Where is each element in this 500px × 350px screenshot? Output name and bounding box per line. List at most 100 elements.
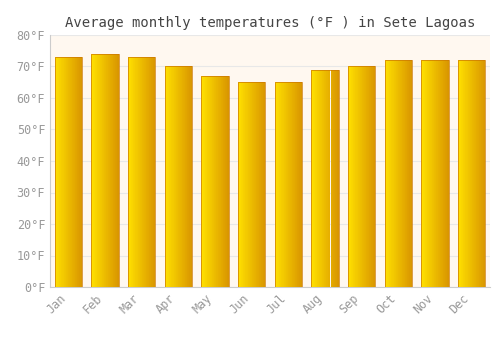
Bar <box>109 54 110 287</box>
Bar <box>480 60 482 287</box>
Bar <box>264 82 266 287</box>
Bar <box>429 60 430 287</box>
Bar <box>394 60 395 287</box>
Bar <box>211 76 212 287</box>
Bar <box>433 60 434 287</box>
Bar <box>284 82 285 287</box>
Bar <box>319 70 320 287</box>
Bar <box>446 60 448 287</box>
Bar <box>440 60 441 287</box>
Bar <box>54 57 82 287</box>
Bar <box>240 82 242 287</box>
Bar <box>280 82 281 287</box>
Bar <box>458 60 485 287</box>
Bar <box>314 70 316 287</box>
Bar <box>202 76 203 287</box>
Bar <box>154 57 156 287</box>
Bar <box>426 60 428 287</box>
Bar <box>67 57 68 287</box>
Bar <box>254 82 255 287</box>
Bar <box>484 60 486 287</box>
Bar <box>374 66 376 287</box>
Bar <box>136 57 137 287</box>
Bar <box>148 57 149 287</box>
Bar <box>91 54 119 287</box>
Bar <box>164 66 166 287</box>
Bar <box>249 82 250 287</box>
Bar <box>472 60 473 287</box>
Bar <box>137 57 138 287</box>
Bar <box>73 57 74 287</box>
Bar <box>245 82 246 287</box>
Bar <box>78 57 80 287</box>
Bar <box>224 76 226 287</box>
Bar <box>292 82 293 287</box>
Bar <box>175 66 176 287</box>
Bar <box>190 66 192 287</box>
Bar <box>321 70 322 287</box>
Bar <box>296 82 298 287</box>
Bar <box>255 82 256 287</box>
Bar <box>220 76 221 287</box>
Bar <box>132 57 134 287</box>
Bar <box>215 76 216 287</box>
Bar <box>114 54 116 287</box>
Bar <box>259 82 260 287</box>
Bar <box>355 66 356 287</box>
Bar <box>391 60 392 287</box>
Bar <box>482 60 484 287</box>
Bar <box>398 60 399 287</box>
Bar <box>442 60 444 287</box>
Bar <box>370 66 372 287</box>
Bar <box>141 57 142 287</box>
Bar <box>274 82 302 287</box>
Bar <box>354 66 355 287</box>
Bar <box>168 66 170 287</box>
Bar <box>468 60 469 287</box>
Bar <box>348 66 376 287</box>
Bar <box>139 57 140 287</box>
Bar <box>144 57 145 287</box>
Bar <box>68 57 69 287</box>
Bar <box>469 60 470 287</box>
Bar <box>395 60 396 287</box>
Bar <box>318 70 319 287</box>
Bar <box>311 70 312 287</box>
Bar <box>252 82 253 287</box>
Bar <box>135 57 136 287</box>
Bar <box>295 82 296 287</box>
Bar <box>118 54 119 287</box>
Bar <box>403 60 404 287</box>
Bar <box>366 66 367 287</box>
Bar <box>212 76 213 287</box>
Bar <box>210 76 211 287</box>
Bar <box>152 57 154 287</box>
Bar <box>356 66 357 287</box>
Bar <box>253 82 254 287</box>
Bar <box>358 66 359 287</box>
Title: Average monthly temperatures (°F ) in Sete Lagoas: Average monthly temperatures (°F ) in Se… <box>65 16 475 30</box>
Bar <box>478 60 479 287</box>
Bar <box>149 57 150 287</box>
Bar <box>238 82 240 287</box>
Bar <box>475 60 476 287</box>
Bar <box>244 82 245 287</box>
Bar <box>286 82 287 287</box>
Bar <box>393 60 394 287</box>
Bar <box>289 82 290 287</box>
Bar <box>65 57 66 287</box>
Bar <box>54 57 56 287</box>
Bar <box>432 60 433 287</box>
Bar <box>174 66 175 287</box>
Bar <box>368 66 369 287</box>
Bar <box>60 57 61 287</box>
Bar <box>359 66 360 287</box>
Bar <box>333 70 334 287</box>
Bar <box>435 60 436 287</box>
Bar <box>251 82 252 287</box>
Bar <box>372 66 374 287</box>
Bar <box>474 60 475 287</box>
Bar <box>477 60 478 287</box>
Bar <box>246 82 247 287</box>
Bar <box>108 54 109 287</box>
